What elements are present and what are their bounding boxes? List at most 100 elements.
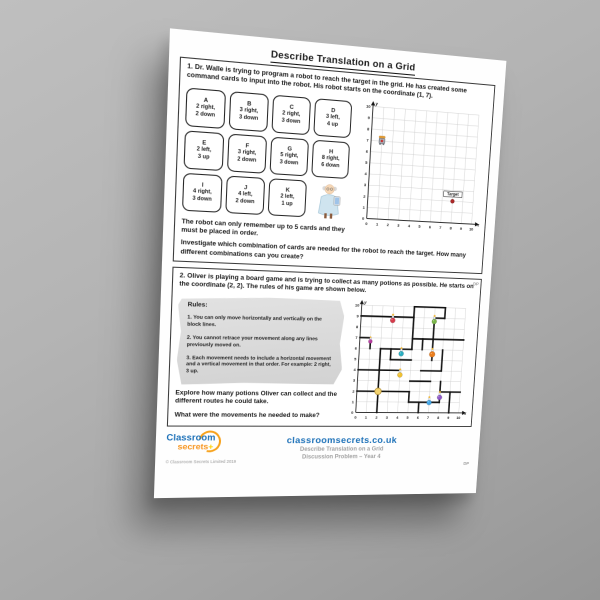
svg-text:3: 3 [353, 378, 356, 383]
command-card-A: A2 right, 2 down [185, 87, 226, 128]
page-footer: Classroom secrets+ © Classroom Secrets L… [165, 432, 471, 476]
svg-text:9: 9 [447, 415, 450, 420]
potion-maze-grid: 0 1 2 3 4 5 6 7 8 9 10012345678910 yx [343, 298, 476, 422]
scientist-character [309, 180, 348, 221]
svg-text:4: 4 [353, 367, 356, 372]
grid1-area: 0 1 2 3 4 5 6 7 8 9 10 0 1 2 3 4 5 6 7 8 9 10 y x Target [352, 97, 487, 249]
footer-website: classroomsecrets.co.uk [248, 435, 433, 446]
svg-text:2: 2 [352, 388, 355, 393]
svg-text:0: 0 [365, 221, 368, 226]
command-cards: A2 right, 2 down B 3 right, 3 down C 2 right, 3… [182, 87, 356, 221]
desk-background: Describe Translation on a Grid 1. Dr. Wa… [0, 0, 600, 600]
footer-doc-subtitle: Discussion Problem – Year 4 [247, 453, 431, 462]
target-label: Target [444, 191, 463, 198]
svg-text:1: 1 [376, 221, 379, 226]
grid2-area: 0 1 2 3 4 5 6 7 8 9 10 0 1 2 3 4 5 6 7 8 9 10 y x [343, 297, 474, 422]
command-card-J: J4 left, 2 down [225, 175, 265, 215]
movements-question: What were the movements he needed to mak… [174, 412, 354, 421]
svg-text:4: 4 [408, 223, 411, 228]
command-card-B: B3 right, 3 down [229, 91, 269, 132]
svg-text:0: 0 [351, 410, 354, 415]
command-card-F: F3 right, 2 down [227, 133, 267, 173]
svg-text:8: 8 [437, 415, 440, 420]
svg-text:8: 8 [356, 324, 359, 329]
classroom-secrets-logo: Classroom secrets+ [166, 432, 241, 456]
svg-text:1: 1 [365, 414, 368, 419]
svg-text:5: 5 [406, 415, 409, 420]
svg-text:0: 0 [362, 215, 365, 220]
svg-text:3: 3 [386, 414, 389, 419]
y-axis-label: y [374, 101, 378, 106]
svg-text:1: 1 [363, 204, 366, 209]
potion-icon [426, 396, 431, 405]
start-position-marker [375, 388, 382, 395]
dp-mark: DP [463, 461, 469, 466]
svg-text:6: 6 [355, 345, 358, 350]
section-2: DP 2. Oliver is playing a board game and… [167, 267, 482, 427]
svg-text:6: 6 [417, 415, 420, 420]
svg-text:10: 10 [366, 103, 371, 108]
x-axis-label: x [463, 411, 467, 416]
command-card-H: H8 right, 6 down [311, 139, 350, 178]
svg-text:8: 8 [367, 126, 370, 131]
robot-icon [379, 135, 386, 144]
svg-text:7: 7 [427, 415, 430, 420]
rule-3: 3. Each movement needs to include a hori… [186, 354, 334, 375]
svg-text:2: 2 [387, 222, 390, 227]
command-card-C: C2 right, 3 down [271, 94, 311, 135]
svg-text:5: 5 [418, 223, 421, 228]
svg-text:8: 8 [450, 225, 453, 230]
svg-text:Target: Target [447, 191, 459, 197]
svg-text:2: 2 [375, 414, 378, 419]
rules-title: Rules: [188, 301, 336, 311]
dp-mark: DP [473, 281, 479, 286]
svg-text:5: 5 [354, 356, 357, 361]
maze-block-lines [356, 305, 466, 413]
command-card-E: E2 left, 3 up [184, 130, 225, 171]
logo-plus-icon: + [208, 441, 213, 451]
svg-text:10: 10 [469, 226, 474, 231]
svg-text:10: 10 [355, 302, 360, 307]
svg-text:4: 4 [396, 415, 399, 420]
svg-text:2: 2 [363, 193, 366, 198]
worksheet-page: Describe Translation on a Grid 1. Dr. Wa… [154, 28, 507, 498]
y-axis-label: y [363, 300, 367, 305]
svg-text:3: 3 [364, 182, 367, 187]
svg-text:7: 7 [366, 137, 369, 142]
command-card-G: G5 right, 3 down [270, 136, 309, 176]
target-dot [451, 199, 455, 203]
potion-icon [432, 315, 437, 324]
x-axis-label: x [476, 222, 480, 227]
potion-icon [429, 347, 435, 357]
x-axis-ticks: 0 1 2 3 4 5 6 7 8 9 10 [365, 221, 474, 232]
svg-text:3: 3 [397, 222, 400, 227]
potion-icon [390, 313, 396, 322]
rule-2: 2. You cannot retrace your movement alon… [187, 334, 335, 349]
svg-text:0: 0 [354, 414, 357, 419]
command-card-K: K2 left, 1 up [268, 178, 307, 217]
grid-lines [367, 106, 479, 224]
svg-text:6: 6 [429, 224, 432, 229]
svg-text:10: 10 [456, 415, 461, 420]
x-axis-ticks: 0 1 2 3 4 5 6 7 8 9 10 [354, 414, 461, 419]
explore-text: Explore how many potions Oliver can coll… [175, 389, 346, 407]
svg-text:9: 9 [368, 115, 371, 120]
svg-text:7: 7 [439, 224, 442, 229]
rule-1: 1. You can only move horizontally and ve… [187, 314, 335, 330]
svg-text:6: 6 [366, 148, 369, 153]
svg-text:4: 4 [364, 171, 367, 176]
robot-memory-note: The robot can only remember up to 5 card… [181, 218, 349, 243]
robot-target-grid: 0 1 2 3 4 5 6 7 8 9 10012345678910 yxTarget [353, 98, 489, 234]
svg-text:9: 9 [460, 226, 463, 231]
rules-panel: Rules: 1. You can only move horizontally… [176, 295, 345, 384]
logo-text-secrets: secrets+ [177, 441, 240, 451]
svg-text:7: 7 [355, 335, 358, 340]
svg-text:1: 1 [352, 399, 355, 404]
command-card-I: I4 right, 3 down [182, 172, 223, 212]
axes [367, 104, 484, 224]
command-card-D: D3 left, 4 up [313, 98, 352, 138]
copyright-text: © Classroom Secrets Limited 2019 [166, 459, 248, 465]
svg-text:9: 9 [356, 313, 359, 318]
section-1: 1. Dr. Walle is trying to program a robo… [173, 57, 496, 274]
svg-text:5: 5 [365, 160, 368, 165]
